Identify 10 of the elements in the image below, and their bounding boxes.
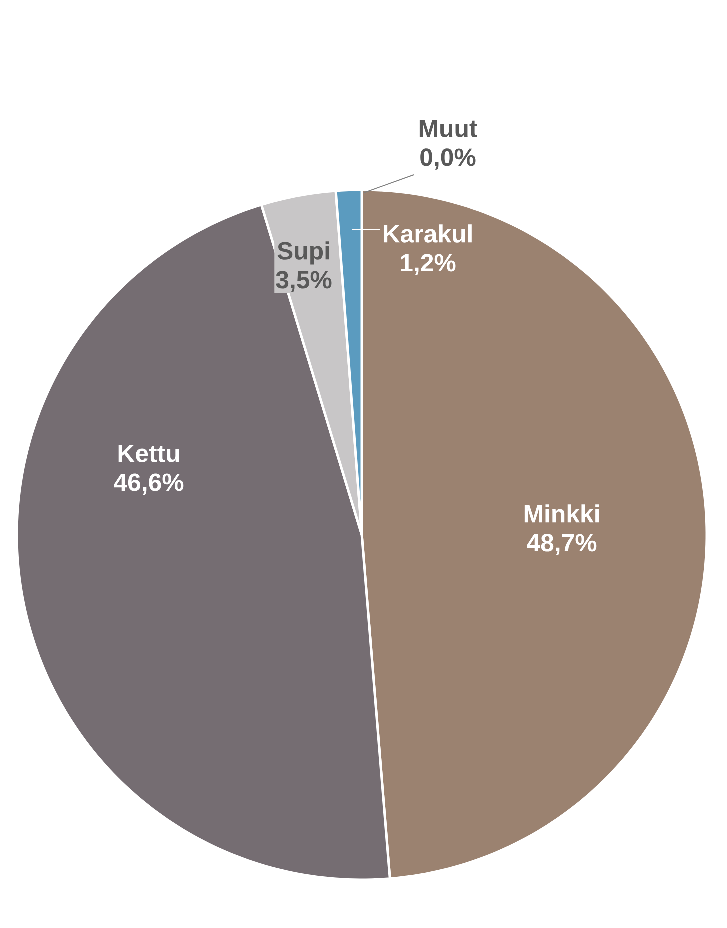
data-label: 3,5%: [276, 271, 332, 292]
data-label: 48,7%: [527, 534, 597, 556]
category-label: Muut: [420, 120, 478, 138]
slice-label: Kettu: [118, 445, 180, 462]
slice-label: Minkki: [524, 504, 599, 523]
data-label: 1,2%: [401, 254, 456, 276]
slice-label: Supi: [278, 242, 330, 265]
slice-label: Karakul: [384, 224, 472, 243]
text: 0,0%: [420, 148, 476, 170]
data-label: 46,6%: [114, 474, 184, 495]
